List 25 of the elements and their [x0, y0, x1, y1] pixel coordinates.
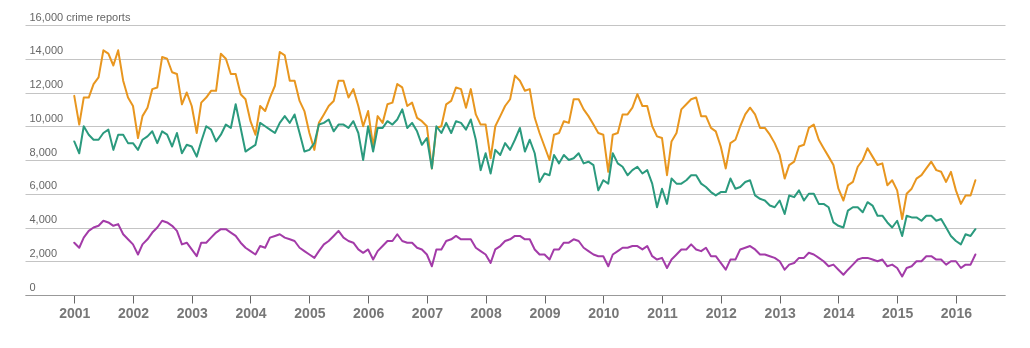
y-tick-label: 6,000 — [29, 179, 58, 192]
x-tick-label: 2008 — [470, 304, 502, 321]
x-tick-label: 2002 — [117, 304, 150, 321]
x-tick-label: 2003 — [176, 304, 209, 321]
y-tick-label: 2,000 — [29, 246, 58, 259]
x-tick-label: 2006 — [353, 304, 385, 321]
x-tick-label: 2015 — [882, 304, 914, 321]
y-tick-label: 16,000 crime reports — [29, 10, 131, 23]
x-tick-label: 2013 — [764, 304, 796, 321]
y-tick-label: 4,000 — [29, 213, 58, 225]
x-tick-label: 2001 — [59, 304, 91, 321]
x-tick-label: 2014 — [823, 304, 855, 321]
y-tick-label: 12,000 — [29, 78, 64, 90]
y-tick-label: 14,000 — [29, 44, 64, 57]
y-tick-label: 10,000 — [29, 111, 64, 124]
y-tick-label: 8,000 — [29, 145, 58, 158]
y-tick-label: 0 — [29, 280, 36, 293]
x-tick-label: 2011 — [647, 304, 678, 321]
x-tick-label: 2009 — [529, 304, 561, 321]
x-tick-label: 2004 — [235, 304, 267, 321]
x-tick-label: 2016 — [940, 304, 973, 321]
x-tick-label: 2005 — [294, 304, 326, 321]
x-tick-label: 2007 — [411, 304, 444, 321]
x-tick-label: 2012 — [705, 304, 738, 321]
x-tick-label: 2010 — [588, 304, 620, 321]
